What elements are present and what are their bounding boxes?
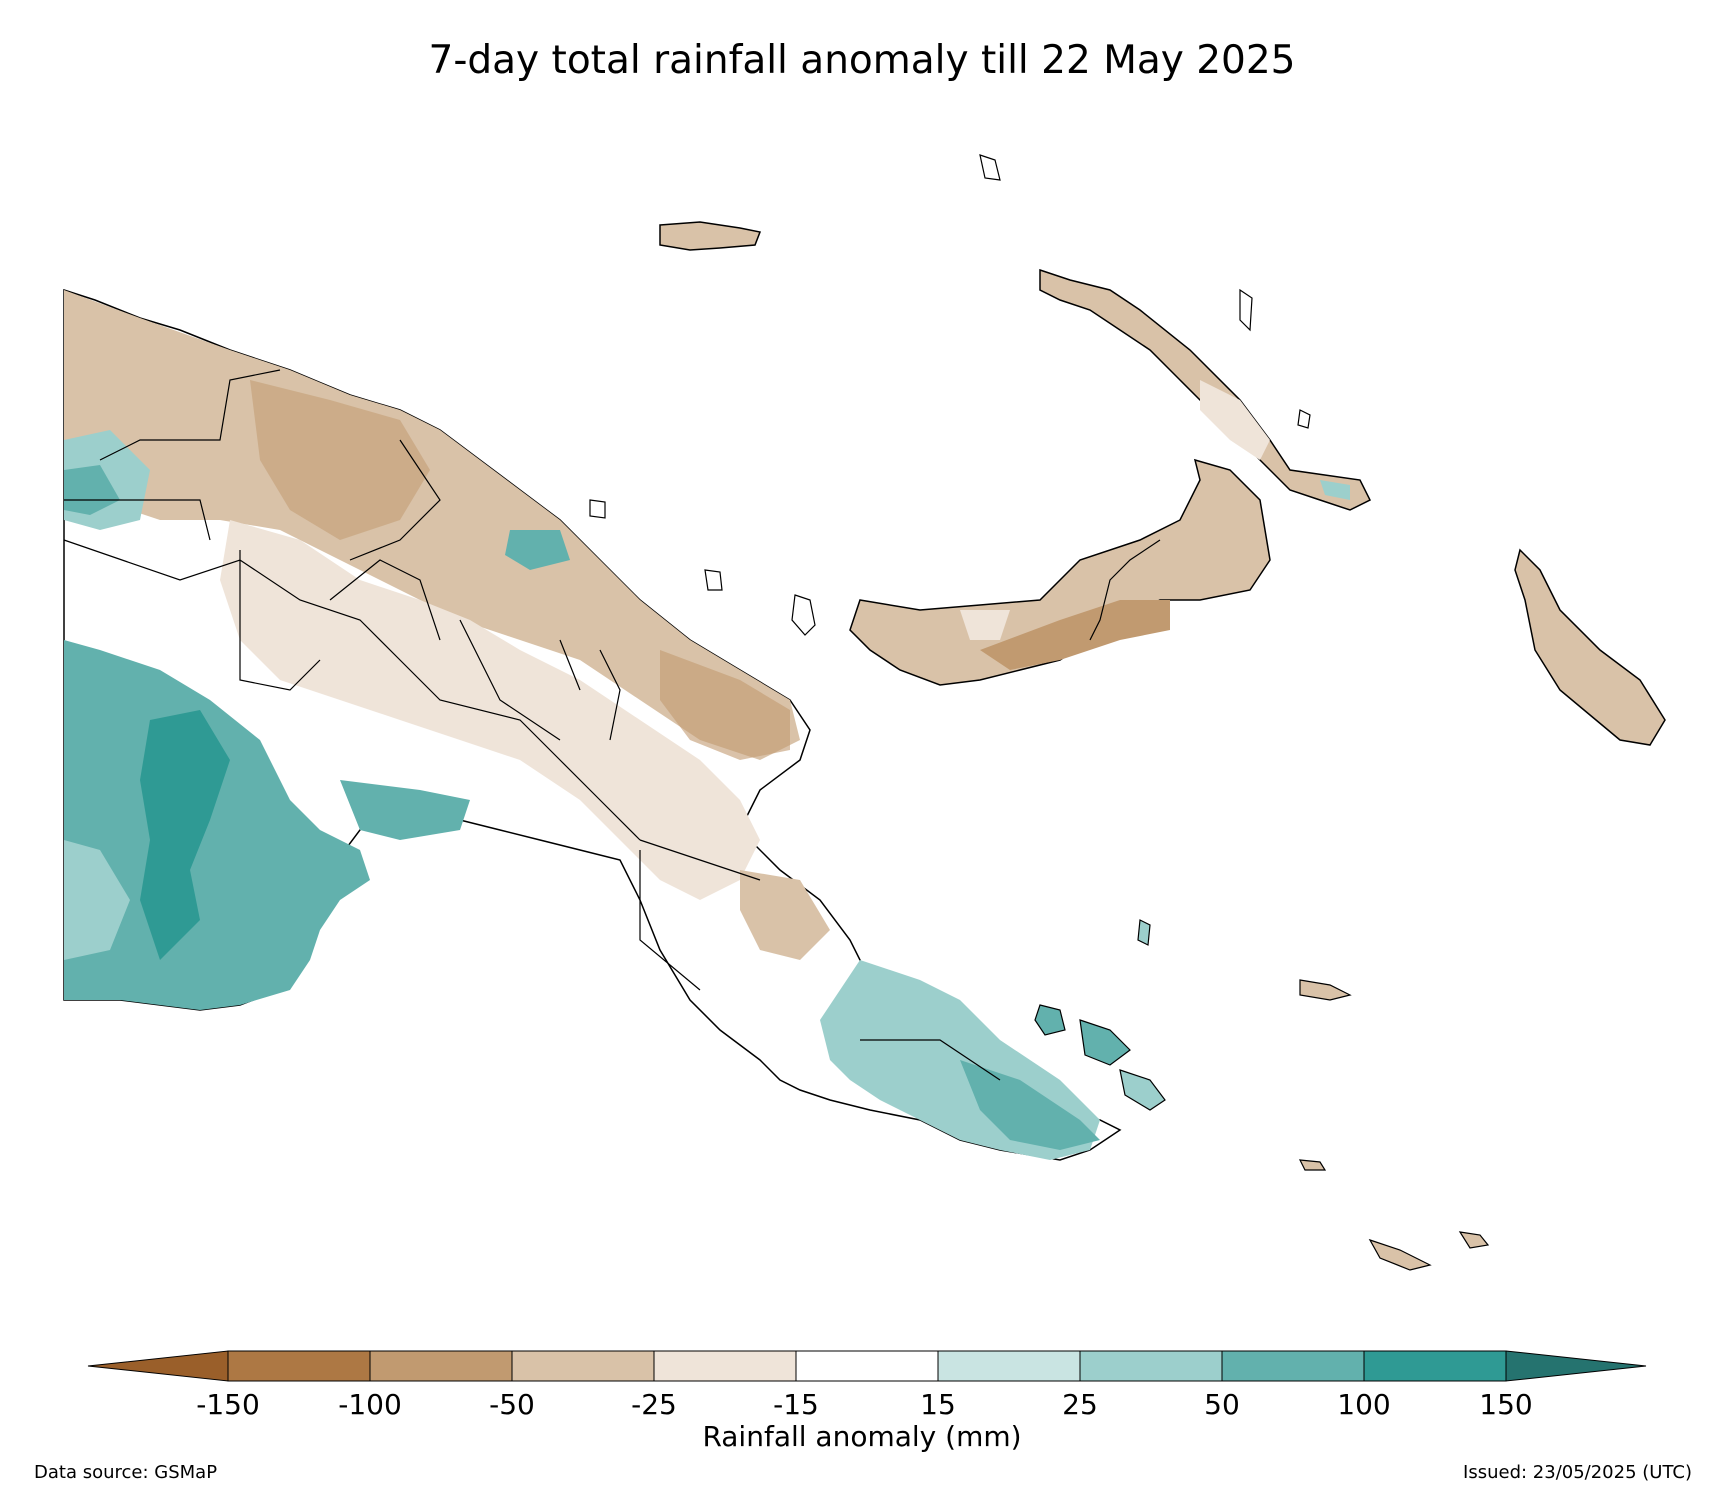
colorbar-tick-label: 50 — [1204, 1388, 1240, 1421]
island-trobriand — [1137, 919, 1151, 946]
island-north-1 — [589, 499, 606, 519]
colorbar-segment — [937, 1350, 1081, 1382]
colorbar-segment — [653, 1350, 797, 1382]
anomaly-dry-southeast — [740, 870, 830, 960]
colorbar-tick-label: -50 — [489, 1388, 535, 1421]
colorbar-segment — [227, 1350, 371, 1382]
colorbar-extend-high — [1505, 1350, 1647, 1382]
island-karkar — [704, 569, 723, 591]
colorbar-tick-label: -100 — [338, 1388, 402, 1421]
new-ireland-wet — [1320, 480, 1350, 500]
small-islands — [589, 154, 1490, 1271]
manus-island — [659, 221, 762, 251]
province-borders — [63, 369, 1001, 1081]
colorbar-segment — [1363, 1350, 1507, 1382]
colorbar-tick-label: 100 — [1337, 1388, 1391, 1421]
new-ireland — [1039, 268, 1372, 511]
colorbar-title: Rainfall anomaly (mm) — [702, 1420, 1022, 1453]
colorbar-segment — [1079, 1350, 1223, 1382]
anomaly-light-dry-interior — [220, 520, 760, 900]
anomaly-very-wet-southwest — [140, 710, 230, 960]
issued-date: Issued: 23/05/2025 (UTC) — [1463, 1462, 1692, 1483]
colorbar-tick-label: 25 — [1062, 1388, 1098, 1421]
anomaly-dry-north — [64, 290, 800, 760]
colorbar-segment — [795, 1350, 939, 1382]
anomaly-light-wet-south — [64, 840, 130, 960]
map-title: 7-day total rainfall anomaly till 22 May… — [428, 38, 1296, 83]
colorbar-tick-label: -25 — [631, 1388, 677, 1421]
island-misima — [1298, 1159, 1327, 1171]
colorbar-tick-label: 150 — [1479, 1388, 1533, 1421]
colorbar-tick-label: -15 — [773, 1388, 819, 1421]
anomaly-wet-southwest — [64, 640, 370, 1010]
new-britain-shape — [849, 458, 1271, 686]
colorbar-segment — [369, 1350, 513, 1382]
colorbar-tick-label: 15 — [920, 1388, 956, 1421]
island-lihir — [1297, 409, 1311, 429]
anomaly-wetter-papuan-tip — [960, 1060, 1100, 1150]
new-britain-border — [1089, 539, 1161, 641]
colorbar-extend-low — [87, 1350, 229, 1382]
anomaly-wet-fly-delta — [340, 780, 470, 840]
island-woodlark — [1299, 979, 1352, 1001]
bougainville — [1514, 548, 1666, 746]
island-fergusson — [1079, 1019, 1131, 1066]
colorbar-segment — [511, 1350, 655, 1382]
colorbar-tick-label: -150 — [196, 1388, 260, 1421]
island-goodenough — [1034, 1004, 1066, 1036]
island-rossel — [1458, 1231, 1490, 1249]
mainland — [63, 288, 1122, 1161]
new-ireland-light — [1200, 380, 1270, 460]
island-long — [791, 594, 816, 636]
new-britain — [849, 458, 1271, 686]
anomaly-wet-west-core — [64, 465, 120, 515]
data-source: Data source: GSMaP — [34, 1462, 218, 1483]
island-mussau — [979, 154, 1001, 181]
island-tabar — [1239, 288, 1253, 332]
new-britain-drier — [980, 600, 1170, 670]
island-normanby — [1119, 1069, 1166, 1111]
new-britain-light — [960, 610, 1010, 640]
anomaly-dry-east-center — [660, 650, 790, 760]
anomaly-wet-sepik-spot — [505, 530, 570, 570]
anomaly-drier-north — [250, 380, 430, 540]
island-sudest — [1368, 1238, 1432, 1271]
colorbar-segment — [1221, 1350, 1365, 1382]
